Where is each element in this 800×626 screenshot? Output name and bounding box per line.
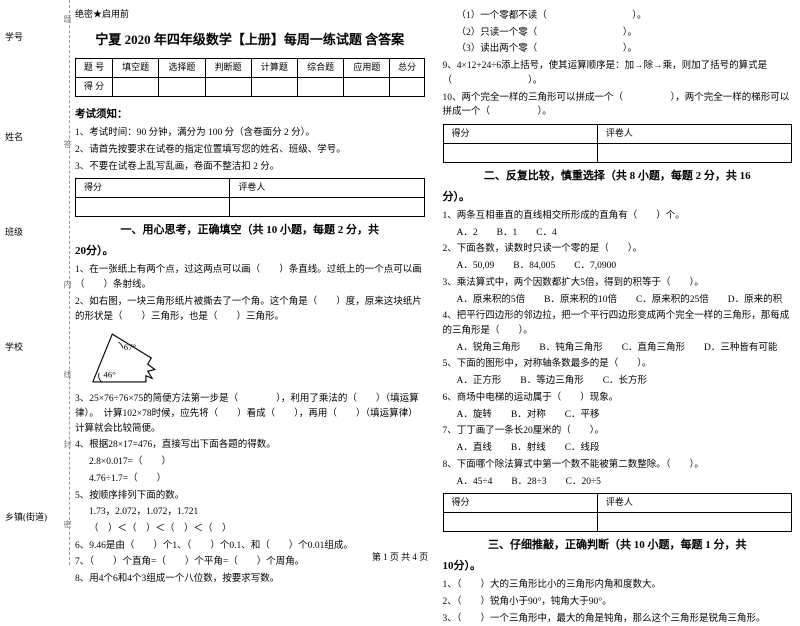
s2-q6o: A．旋转 B．对称 C．平移 — [443, 408, 793, 423]
notice-2: 2、请首先按要求在试卷的指定位置填写您的姓名、班级、学号。 — [75, 143, 425, 158]
s3-q2: 2、（ ）锐角小于90°，钝角大于90°。 — [443, 595, 793, 610]
s2-q6: 6、商场中电梯的运动属于（ ）现象。 — [443, 391, 793, 406]
field-banji: 班级 — [5, 225, 23, 238]
score-row2: 得 分 — [76, 78, 113, 97]
s2-q5o: A．正方形 B．等边三角形 C．长方形 — [443, 374, 793, 389]
right-column: （1）一个零都不读（ ）。 （2）只读一个零（ ）。 （3）读出两个零（ ）。 … — [443, 8, 793, 557]
exam-title: 宁夏 2020 年四年级数学【上册】每周一练试题 含答案 — [75, 30, 425, 50]
score-h3: 选择题 — [159, 59, 205, 78]
s1-q8: 8、用4个6和4个3组成一个八位数，按要求写数。 — [75, 572, 425, 587]
hint-feng: 封 — [62, 440, 73, 448]
score-table: 题 号 填空题 选择题 判断题 计算题 综合题 应用题 总分 得 分 — [75, 58, 425, 97]
sec1-tail: 20分）。 — [75, 243, 425, 260]
s2-q2o: A．50,09 B．84,005 C．7,0900 — [443, 259, 793, 274]
sec2-tail: 分）。 — [443, 189, 793, 206]
sec1-title: 一、用心思考，正确填空（共 10 小题，每题 2 分，共 — [75, 222, 425, 239]
s3-q3: 3、（ ）一个三角形中，最大的角是钝角，那么这个三角形是锐角三角形。 — [443, 612, 793, 626]
mini-score-1: 得分评卷人 — [75, 178, 425, 217]
score-h8: 总分 — [390, 59, 424, 78]
sec2-title: 二、反复比较，慎重选择（共 8 小题，每题 2 分，共 16 — [443, 168, 793, 185]
score-h1: 题 号 — [76, 59, 113, 78]
s2-q5: 5、下面的图形中，对称轴条数最多的是（ ）。 — [443, 357, 793, 372]
s1-q5b: （ ）＜（ ）＜（ ）＜（ ） — [75, 522, 425, 537]
field-xiangzhen: 乡镇(街道) — [5, 510, 47, 523]
rt-q10: 10、两个完全一样的三角形可以拼成一个（ ），两个完全一样的梯形可以拼成一个（ … — [443, 91, 793, 120]
s2-q2: 2、下面各数，读数时只读一个零的是（ ）。 — [443, 242, 793, 257]
s1-q3: 3、25×76÷76×75的简便方法第一步是（ ），利用了乘法的（ ）（填运算律… — [75, 392, 425, 436]
s2-q1: 1、两条互相垂直的直线相交所形成的直角有（ ）个。 — [443, 209, 793, 224]
hint-ti: 题 — [62, 15, 73, 23]
score-h7: 应用题 — [344, 59, 390, 78]
rt-l2: （2）只读一个零（ ）。 — [443, 26, 793, 41]
triangle-figure: 67° 46° — [85, 327, 175, 389]
s2-q7o: A．直线 B．射线 C．线段 — [443, 441, 793, 456]
field-xingming: 姓名 — [5, 130, 23, 143]
mini-score-3: 得分评卷人 — [443, 493, 793, 532]
notice-1: 1、考试时间：90 分钟，满分为 100 分（含卷面分 2 分）。 — [75, 126, 425, 141]
rt-l1: （1）一个零都不读（ ）。 — [443, 9, 793, 24]
angle-46: 46° — [103, 370, 116, 380]
score-h4: 判断题 — [205, 59, 251, 78]
secret-label: 绝密★启用前 — [75, 8, 425, 22]
binding-column: 学号 姓名 班级 学校 乡镇(街道) 题 答 内 线 封 密 — [0, 0, 70, 565]
s2-q8o: A．45÷4 B．28÷3 C．20÷5 — [443, 475, 793, 490]
score-h5: 计算题 — [251, 59, 297, 78]
mini-score-2: 得分评卷人 — [443, 124, 793, 163]
notice-head: 考试须知： — [75, 107, 425, 123]
s1-q4a: 2.8×0.017=（ ） — [75, 455, 425, 470]
score-h6: 综合题 — [298, 59, 344, 78]
s1-q2: 2、如右图，一块三角形纸片被撕去了一个角。这个角是（ ）度，原来这块纸片的形状是… — [75, 295, 425, 324]
s1-q4b: 4.76÷1.7=（ ） — [75, 472, 425, 487]
notice-3: 3、不要在试卷上乱写乱画，卷面不整洁扣 2 分。 — [75, 160, 425, 175]
s3-q1: 1、（ ）大的三角形比小的三角形内角和度数大。 — [443, 578, 793, 593]
angle-67: 67° — [124, 342, 137, 352]
s2-q8: 8、下面哪个除法算式中第一个数不能被第二数整除。（ ）。 — [443, 458, 793, 473]
s1-q4: 4、根据28×17=476，直接写出下面各题的得数。 — [75, 438, 425, 453]
s2-q1o: A．2 B．1 C．4 — [443, 226, 793, 241]
left-column: 绝密★启用前 宁夏 2020 年四年级数学【上册】每周一练试题 含答案 题 号 … — [75, 8, 425, 557]
s2-q4o: A．锐角三角形 B．钝角三角形 C．直角三角形 D．三种皆有可能 — [443, 341, 793, 356]
page-content: 绝密★启用前 宁夏 2020 年四年级数学【上册】每周一练试题 含答案 题 号 … — [75, 8, 792, 557]
hint-xian: 线 — [62, 370, 73, 378]
rt-q9: 9、4×12+24÷6添上括号，使其运算顺序是：加→除→乘，则加了括号的算式是（… — [443, 59, 793, 88]
field-xuehao: 学号 — [5, 30, 23, 43]
page-footer: 第 1 页 共 4 页 — [0, 550, 800, 563]
hint-da: 答 — [62, 140, 73, 148]
s1-q5: 5、按顺序排列下面的数。 — [75, 489, 425, 504]
s2-q7: 7、丁丁画了一条长20厘米的（ ）。 — [443, 424, 793, 439]
s2-q4: 4、把平行四边形的邻边拉，把一个平行四边形变成两个完全一样的三角形，那每成的三角… — [443, 309, 793, 338]
score-h2: 填空题 — [113, 59, 159, 78]
field-xuexiao: 学校 — [5, 340, 23, 353]
s1-q1: 1、在一张纸上有两个点，过这两点可以画（ ）条直线。过纸上的一个点可以画（ ）条… — [75, 263, 425, 292]
s2-q3: 3、乘法算式中，两个因数都扩大5倍，得到的积等于（ ）。 — [443, 276, 793, 291]
hint-mi: 密 — [62, 520, 73, 528]
s1-q5a: 1.73，2.072，1.072，1.721 — [75, 505, 425, 520]
hint-nei: 内 — [62, 280, 73, 288]
s2-q3o: A．原来积的5倍 B．原来积的10倍 C．原来积的25倍 D．原来的积 — [443, 293, 793, 308]
rt-l3: （3）读出两个零（ ）。 — [443, 42, 793, 57]
